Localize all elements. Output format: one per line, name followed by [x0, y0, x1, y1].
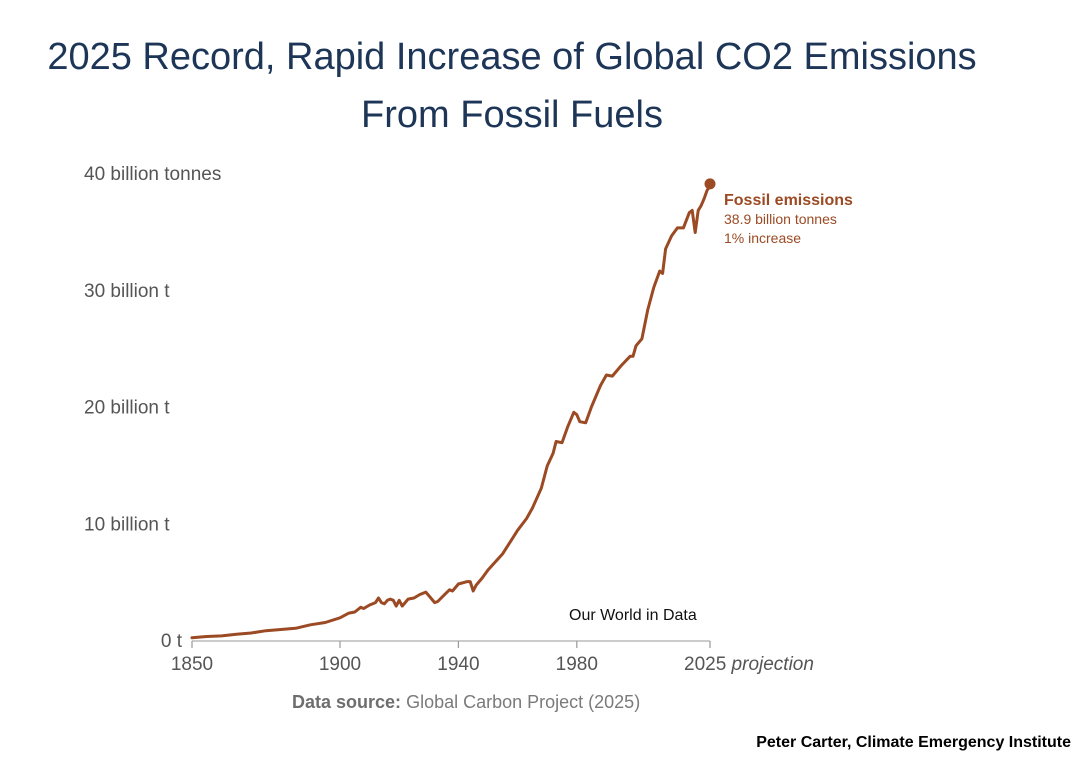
x-tick-label: 1940	[437, 654, 479, 675]
y-axis: 0 t 10 billion t 20 billion t 30 billion t 4…	[84, 164, 221, 652]
series-endpoint-marker	[704, 178, 716, 190]
data-source: Data source: Global Carbon Project (2025…	[292, 692, 640, 713]
data-source-label: Data source:	[292, 692, 402, 712]
y-tick-label: 30 billion t	[84, 281, 170, 302]
x-tick-suffix: projection	[731, 654, 814, 675]
data-source-text: Global Carbon Project (2025)	[406, 692, 641, 712]
y-tick-label: 0 t	[161, 631, 183, 652]
x-tick-year: 2025	[684, 654, 732, 675]
x-tick-label: 1850	[171, 654, 213, 675]
y-tick-label: 20 billion t	[84, 398, 170, 419]
owid-watermark: Our World in Data	[569, 607, 697, 624]
series-annotation: Fossil emissions 38.9 billion tonnes 1% in…	[724, 192, 853, 246]
annotation-change: 1% increase	[724, 230, 801, 246]
y-tick-label: 10 billion t	[84, 514, 170, 535]
annotation-value: 38.9 billion tonnes	[724, 211, 837, 227]
chart-title: 2025 Record, Rapid Increase of Global CO…	[0, 28, 1024, 144]
author-credit: Peter Carter, Climate Emergency Institut…	[756, 734, 1071, 751]
chart-title-line-2: From Fossil Fuels	[361, 94, 663, 136]
annotation-label: Fossil emissions	[724, 192, 853, 209]
x-tick-label: 2025 projection	[684, 654, 814, 675]
x-axis: 1850 1900 1940 1980 2025 projection	[171, 640, 814, 675]
x-tick-label: 1980	[556, 654, 598, 675]
chart-title-line-1: 2025 Record, Rapid Increase of Global CO…	[47, 36, 977, 78]
y-tick-label: 40 billion tonnes	[84, 164, 221, 185]
x-tick-label: 1900	[319, 654, 361, 675]
series-line-fossil-emissions	[190, 184, 712, 640]
series-layer	[190, 178, 716, 640]
